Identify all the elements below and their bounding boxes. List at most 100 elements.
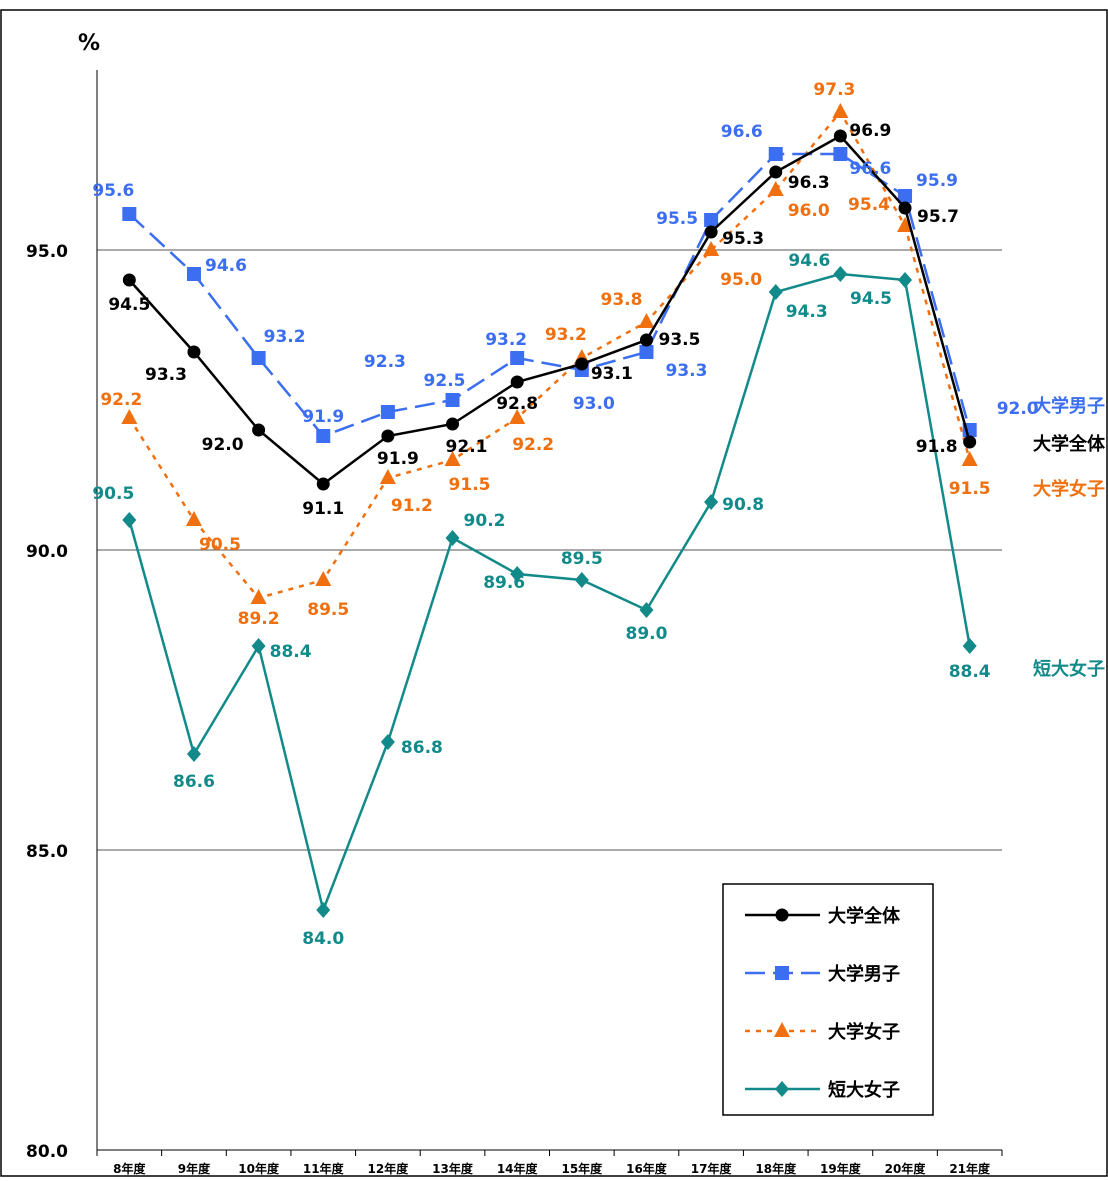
legend-marker — [774, 1022, 790, 1037]
data-point — [445, 393, 460, 407]
data-label: 88.4 — [949, 662, 991, 682]
data-label: 93.0 — [573, 394, 615, 414]
data-label: 86.6 — [173, 772, 215, 792]
data-label: 92.2 — [100, 390, 142, 410]
data-point — [250, 589, 267, 604]
data-point — [509, 409, 526, 424]
data-point — [639, 602, 654, 618]
data-label: 96.6 — [721, 122, 763, 142]
x-tick-label: 10年度 — [238, 1161, 280, 1176]
legend-label: 大学女子 — [828, 1021, 900, 1043]
data-point — [704, 225, 718, 239]
data-label: 90.5 — [92, 484, 134, 504]
data-point — [251, 351, 266, 365]
data-point — [963, 435, 977, 449]
data-label: 93.8 — [600, 290, 642, 310]
data-label: 90.8 — [722, 495, 764, 515]
data-label: 94.6 — [788, 251, 830, 271]
y-tick-label: 90.0 — [26, 542, 68, 562]
data-point — [897, 217, 914, 232]
data-label: 95.7 — [917, 207, 959, 227]
data-point — [767, 181, 784, 196]
data-label: 94.3 — [786, 302, 828, 322]
data-label: 91.9 — [302, 407, 344, 427]
data-label: 96.6 — [849, 159, 891, 179]
data-point — [380, 405, 395, 419]
data-point — [379, 469, 396, 484]
data-label: 89.6 — [483, 573, 525, 593]
data-point — [832, 103, 849, 118]
data-label: 86.8 — [401, 738, 443, 758]
data-label: 95.4 — [848, 195, 890, 215]
data-point — [768, 147, 783, 161]
x-tick-label: 21年度 — [949, 1161, 991, 1176]
data-label: 92.0 — [202, 435, 244, 455]
legend-marker — [775, 966, 789, 980]
data-point — [316, 902, 331, 918]
x-tick-label: 20年度 — [885, 1161, 927, 1176]
legend-label: 大学全体 — [828, 905, 901, 927]
data-point — [704, 494, 719, 510]
y-tick-label: 80.0 — [26, 1142, 68, 1162]
series-line — [128, 272, 971, 915]
data-point — [446, 417, 460, 431]
data-point — [769, 165, 783, 179]
x-tick-label: 14年度 — [497, 1161, 539, 1176]
data-point — [961, 451, 978, 466]
data-point — [316, 477, 330, 491]
data-point — [768, 284, 783, 300]
data-point — [251, 638, 266, 654]
data-point — [833, 129, 847, 143]
data-label: 91.9 — [377, 449, 419, 469]
data-label: 91.8 — [916, 437, 958, 457]
x-tick-label: 8年度 — [113, 1161, 146, 1176]
series-end-label: 短大女子 — [1033, 658, 1105, 680]
y-tick-label: 95.0 — [26, 242, 68, 262]
legend-label: 短大女子 — [828, 1079, 900, 1101]
x-tick-label: 9年度 — [178, 1161, 211, 1176]
data-label: 93.2 — [485, 330, 527, 350]
data-point — [898, 272, 913, 288]
data-label: 95.3 — [722, 229, 764, 249]
series-end-label: 大学女子 — [1033, 478, 1105, 500]
data-label: 95.0 — [720, 270, 762, 290]
series-end-label: 大学男子 — [1033, 395, 1105, 417]
x-tick-label: 19年度 — [820, 1161, 862, 1176]
data-point — [704, 213, 719, 227]
data-point — [833, 266, 848, 282]
data-label: 89.5 — [561, 549, 603, 569]
data-point — [186, 746, 201, 762]
data-label: 97.3 — [813, 80, 855, 100]
data-point — [703, 241, 720, 256]
series-end-label: 大学全体 — [1033, 433, 1106, 455]
data-point — [122, 273, 136, 287]
legend-marker — [775, 908, 789, 922]
data-point — [510, 375, 524, 389]
series — [121, 103, 978, 918]
data-label: 95.9 — [916, 171, 958, 191]
unit-label: % — [78, 31, 100, 56]
data-point — [380, 734, 395, 750]
data-label: 96.3 — [788, 173, 830, 193]
data-label: 89.5 — [307, 600, 349, 620]
legend-label: 大学男子 — [828, 963, 900, 985]
data-label: 92.5 — [424, 371, 466, 391]
data-label: 90.2 — [464, 511, 506, 531]
x-tick-label: 15年度 — [561, 1161, 603, 1176]
data-point — [639, 333, 653, 347]
data-label: 89.2 — [238, 609, 280, 629]
data-label: 89.0 — [625, 624, 667, 644]
data-label: 91.5 — [449, 475, 491, 495]
x-tick-label: 16年度 — [626, 1161, 668, 1176]
data-label: 92.0 — [997, 399, 1039, 419]
data-label: 96.9 — [849, 121, 891, 141]
data-point — [187, 345, 201, 359]
data-point — [574, 572, 589, 588]
data-label: 93.3 — [145, 365, 187, 385]
data-label: 93.5 — [658, 330, 700, 350]
data-point — [186, 267, 201, 281]
data-point — [122, 207, 137, 221]
series-line — [128, 152, 971, 438]
data-point — [122, 512, 137, 528]
